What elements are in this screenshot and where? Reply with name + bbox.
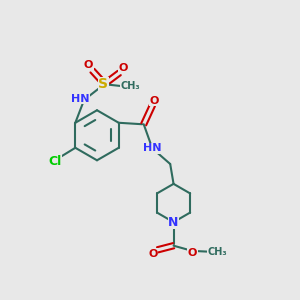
Text: O: O bbox=[150, 96, 159, 106]
Text: O: O bbox=[148, 249, 158, 259]
Text: O: O bbox=[188, 248, 197, 258]
Text: CH₃: CH₃ bbox=[121, 81, 140, 91]
Text: Cl: Cl bbox=[48, 155, 61, 168]
Text: S: S bbox=[98, 77, 108, 92]
Text: O: O bbox=[84, 60, 93, 70]
Text: O: O bbox=[118, 63, 128, 73]
Text: CH₃: CH₃ bbox=[207, 247, 227, 256]
Text: HN: HN bbox=[143, 143, 162, 153]
Text: HN: HN bbox=[71, 94, 90, 103]
Text: N: N bbox=[168, 216, 179, 229]
